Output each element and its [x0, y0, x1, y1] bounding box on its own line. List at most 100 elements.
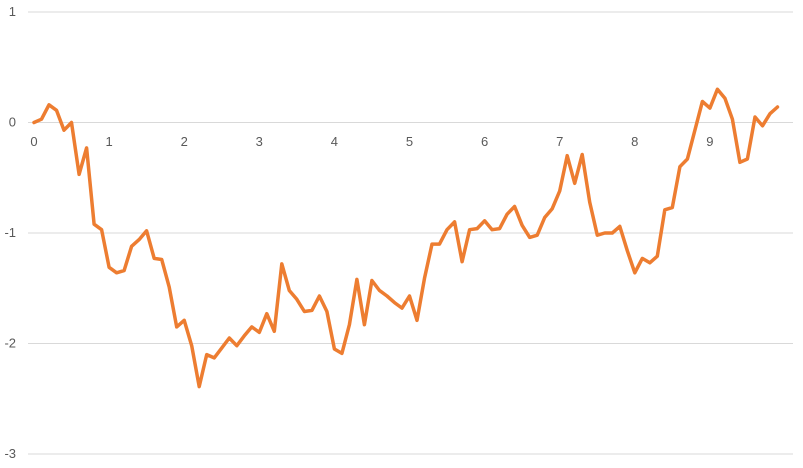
- data-point: [295, 298, 298, 301]
- data-point: [513, 205, 516, 208]
- data-point: [153, 257, 156, 260]
- data-point: [205, 353, 208, 356]
- data-point: [190, 344, 193, 347]
- data-point: [618, 225, 621, 228]
- data-point: [723, 97, 727, 100]
- data-point: [731, 118, 734, 121]
- data-point: [536, 234, 539, 237]
- data-point: [498, 227, 501, 230]
- data-point: [62, 129, 66, 132]
- data-point: [303, 310, 306, 313]
- data-point: [678, 165, 682, 168]
- data-point: [438, 242, 441, 246]
- data-point: [363, 323, 366, 326]
- data-point: [160, 258, 163, 261]
- data-point: [505, 213, 509, 216]
- x-tick-label: 4: [331, 134, 338, 149]
- data-point: [686, 157, 689, 161]
- data-point: [250, 325, 253, 329]
- data-series-line: [32, 87, 780, 389]
- data-point: [776, 105, 779, 109]
- data-point: [656, 255, 659, 258]
- y-tick-label: -1: [4, 225, 16, 240]
- x-tick-label: 2: [181, 134, 188, 149]
- data-point: [32, 121, 36, 124]
- data-point: [265, 312, 268, 315]
- data-point: [490, 228, 494, 231]
- data-point: [280, 262, 283, 266]
- x-tick-label: 0: [30, 134, 37, 149]
- data-point: [468, 228, 471, 231]
- data-point: [633, 271, 636, 274]
- data-point: [528, 236, 531, 239]
- data-point: [393, 301, 396, 304]
- data-point: [130, 245, 133, 248]
- data-point: [483, 219, 486, 222]
- data-point: [137, 238, 141, 241]
- data-point: [768, 112, 772, 115]
- data-point: [85, 146, 88, 150]
- x-tick-label: 5: [406, 134, 413, 149]
- y-tick-label: 0: [9, 115, 16, 130]
- data-point: [198, 385, 201, 388]
- data-point: [70, 121, 73, 124]
- data-point: [370, 279, 374, 282]
- data-point: [566, 154, 569, 157]
- data-points: [32, 88, 779, 388]
- data-point: [77, 173, 81, 176]
- x-tick-label: 7: [556, 134, 563, 149]
- x-tick-label: 3: [256, 134, 263, 149]
- data-point: [107, 266, 111, 269]
- data-point: [175, 325, 178, 329]
- data-point: [273, 330, 276, 333]
- data-point: [415, 319, 419, 322]
- data-point: [115, 271, 118, 274]
- data-point: [460, 260, 464, 263]
- y-axis-tick-labels: 1 0 -1 -2 -3: [4, 4, 16, 461]
- y-tick-label: -3: [4, 446, 16, 461]
- data-point: [558, 189, 561, 193]
- data-point: [761, 124, 764, 128]
- data-point: [543, 216, 546, 219]
- data-point: [288, 289, 291, 292]
- x-tick-label: 9: [706, 134, 713, 149]
- data-point: [355, 278, 359, 281]
- data-point: [168, 285, 171, 289]
- data-point: [603, 231, 606, 235]
- data-point: [333, 347, 336, 351]
- data-point: [596, 234, 599, 237]
- data-point: [47, 103, 51, 107]
- data-point: [243, 334, 246, 337]
- data-point: [611, 231, 614, 235]
- x-tick-label: 8: [631, 134, 638, 149]
- data-point: [708, 106, 712, 110]
- data-point: [40, 118, 43, 121]
- data-point: [228, 336, 231, 340]
- data-point: [588, 200, 591, 204]
- data-point: [55, 109, 58, 112]
- x-tick-label: 6: [481, 134, 488, 149]
- data-point: [738, 161, 742, 164]
- data-point: [551, 207, 554, 210]
- data-point: [641, 257, 644, 260]
- data-point: [648, 261, 651, 264]
- x-axis-tick-labels: 0 1 2 3 4 5 6 7 8 9: [30, 134, 713, 149]
- data-point: [145, 229, 148, 232]
- data-point: [183, 319, 186, 322]
- data-point: [693, 129, 697, 132]
- data-point: [340, 352, 344, 355]
- data-point: [445, 228, 449, 231]
- data-point: [520, 224, 524, 227]
- data-point: [671, 206, 674, 209]
- data-point: [325, 310, 329, 313]
- data-point: [235, 344, 238, 347]
- data-point: [310, 309, 314, 312]
- data-point: [385, 294, 389, 298]
- data-point: [753, 115, 757, 119]
- data-point: [423, 277, 426, 280]
- y-tick-label: 1: [9, 4, 16, 19]
- data-point: [122, 269, 126, 272]
- data-point: [581, 153, 584, 156]
- data-point: [318, 294, 321, 298]
